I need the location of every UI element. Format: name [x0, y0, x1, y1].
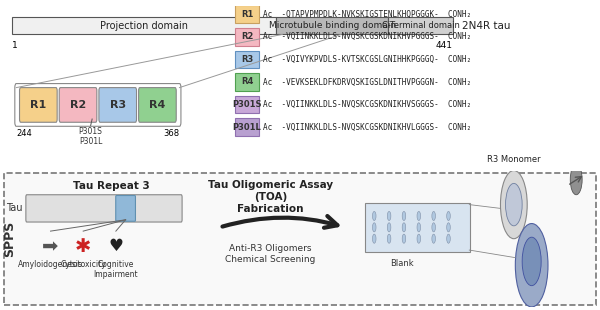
Circle shape: [388, 234, 391, 243]
Text: 441: 441: [436, 41, 453, 50]
Bar: [235, 51, 259, 68]
Text: P301S: P301S: [232, 100, 262, 109]
Text: Ac  -VQIVYKPVDLS-KVTSKCGSLGNIHHKPGGGQ-  CONH₂: Ac -VQIVYKPVDLS-KVTSKCGSLGNIHHKPGGGQ- CO…: [263, 55, 472, 64]
Text: Ac  -VQIINKKLDLS-NVQSKCGSKDNIKHVSGGGS-  CONH₂: Ac -VQIINKKLDLS-NVQSKCGSKDNIKHVSGGGS- CO…: [263, 100, 472, 109]
Text: SPPS: SPPS: [3, 221, 16, 257]
Text: Tau Repeat 3: Tau Repeat 3: [73, 181, 150, 191]
Circle shape: [447, 234, 450, 243]
Text: 244: 244: [16, 129, 32, 138]
Text: R1: R1: [30, 100, 46, 110]
Text: Anti-R3 Oligomers
Chemical Screening: Anti-R3 Oligomers Chemical Screening: [225, 244, 316, 264]
Circle shape: [522, 237, 541, 286]
Text: 368: 368: [163, 129, 179, 138]
Circle shape: [373, 234, 376, 243]
Bar: [235, 73, 259, 91]
Text: Amyloidogenesis: Amyloidogenesis: [18, 260, 83, 269]
FancyBboxPatch shape: [365, 203, 470, 252]
Bar: [277, 17, 388, 34]
Text: R1: R1: [241, 10, 253, 19]
Text: Ac  -VQIINKKLDLS-NVQSKCGSKDNIKHVLGGGS-  CONH₂: Ac -VQIINKKLDLS-NVQSKCGSKDNIKHVLGGGS- CO…: [263, 122, 472, 132]
Bar: [235, 118, 259, 136]
Circle shape: [432, 223, 436, 232]
Circle shape: [402, 234, 406, 243]
FancyBboxPatch shape: [59, 88, 97, 122]
Circle shape: [417, 211, 421, 220]
Text: P301L: P301L: [79, 137, 103, 146]
Text: R3 Monomer: R3 Monomer: [487, 155, 541, 164]
Text: Projection domain: Projection domain: [100, 20, 188, 31]
Circle shape: [373, 223, 376, 232]
FancyBboxPatch shape: [116, 196, 136, 221]
Text: P301L: P301L: [233, 122, 262, 132]
Bar: [12, 17, 277, 34]
Circle shape: [417, 234, 421, 243]
Circle shape: [417, 223, 421, 232]
Bar: [388, 17, 453, 34]
Text: R3: R3: [241, 55, 253, 64]
Circle shape: [515, 224, 548, 307]
Circle shape: [506, 184, 522, 226]
FancyBboxPatch shape: [4, 173, 596, 305]
Circle shape: [432, 211, 436, 220]
Text: R3: R3: [110, 100, 126, 110]
Text: Cognitive
Impairment: Cognitive Impairment: [94, 260, 138, 279]
Text: ✱: ✱: [75, 237, 91, 256]
Text: Tau Oligomeric Assay
(TOA)
Fabrication: Tau Oligomeric Assay (TOA) Fabrication: [208, 180, 333, 214]
Text: ➡: ➡: [43, 237, 59, 256]
Circle shape: [500, 170, 527, 239]
Bar: [235, 96, 259, 113]
Text: 2N4R tau: 2N4R tau: [462, 20, 510, 31]
Circle shape: [373, 211, 376, 220]
Text: ♥: ♥: [109, 237, 123, 255]
Circle shape: [402, 223, 406, 232]
Text: R4: R4: [241, 78, 253, 86]
Circle shape: [388, 223, 391, 232]
Circle shape: [432, 234, 436, 243]
Bar: [235, 28, 259, 46]
Text: Blank: Blank: [390, 259, 413, 268]
Text: 1: 1: [12, 41, 17, 50]
FancyBboxPatch shape: [99, 88, 137, 122]
Text: Ac  -VEVKSEKLDFKDRVQSKIGSLDNITHVPGGGN-  CONH₂: Ac -VEVKSEKLDFKDRVQSKIGSLDNITHVPGGGN- CO…: [263, 78, 472, 86]
Text: R4: R4: [149, 100, 166, 110]
FancyBboxPatch shape: [26, 195, 182, 222]
Text: Tau: Tau: [6, 203, 22, 213]
Circle shape: [447, 223, 450, 232]
FancyBboxPatch shape: [20, 88, 57, 122]
Text: C-Terminal domain: C-Terminal domain: [382, 21, 460, 30]
Circle shape: [388, 211, 391, 220]
Text: Ac  -QTAPVPMPDLK-NVKSKIGSTENLKHQPGGGK-  CONH₂: Ac -QTAPVPMPDLK-NVKSKIGSTENLKHQPGGGK- CO…: [263, 10, 472, 19]
Bar: [235, 5, 259, 23]
Circle shape: [447, 211, 450, 220]
Circle shape: [570, 164, 582, 195]
Text: P301S: P301S: [79, 127, 103, 136]
FancyBboxPatch shape: [139, 88, 176, 122]
Circle shape: [402, 211, 406, 220]
Text: R2: R2: [241, 32, 253, 41]
Text: Microtubule binding domain: Microtubule binding domain: [269, 21, 396, 30]
Text: Ac  -VQIINKKLDLS-NVQSKCGSKDNIKHVPGGGS-  CONH₂: Ac -VQIINKKLDLS-NVQSKCGSKDNIKHVPGGGS- CO…: [263, 32, 472, 41]
Text: Cytotoxicity: Cytotoxicity: [61, 260, 106, 269]
Text: R2: R2: [70, 100, 86, 110]
